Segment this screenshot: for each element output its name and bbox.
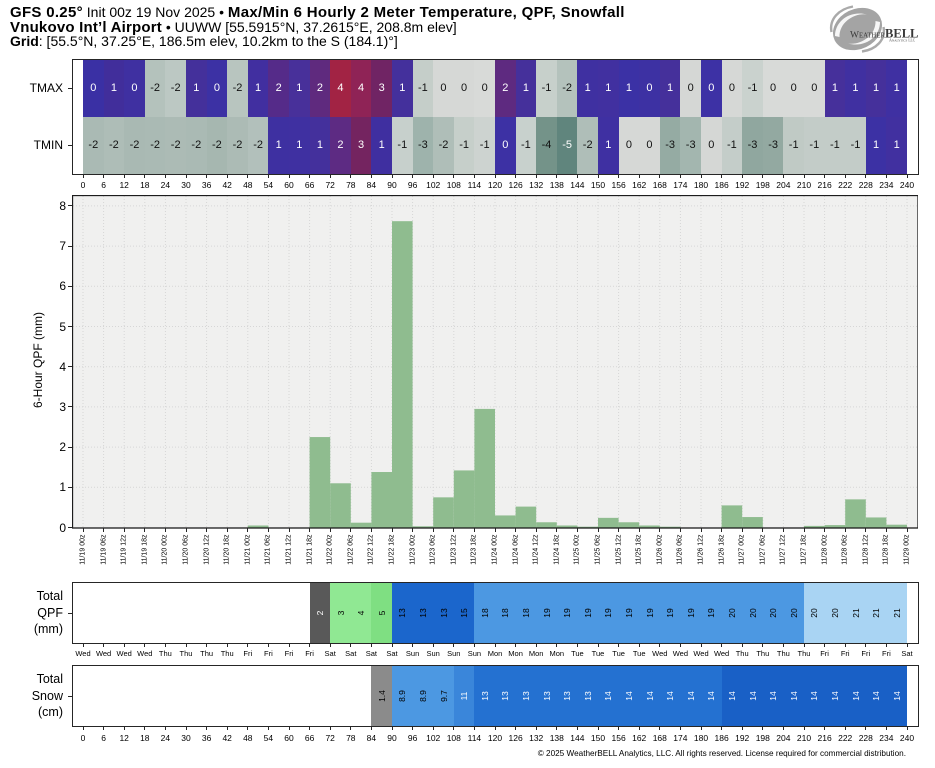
svg-text:ANALYTICS LLC: ANALYTICS LLC — [889, 38, 916, 43]
